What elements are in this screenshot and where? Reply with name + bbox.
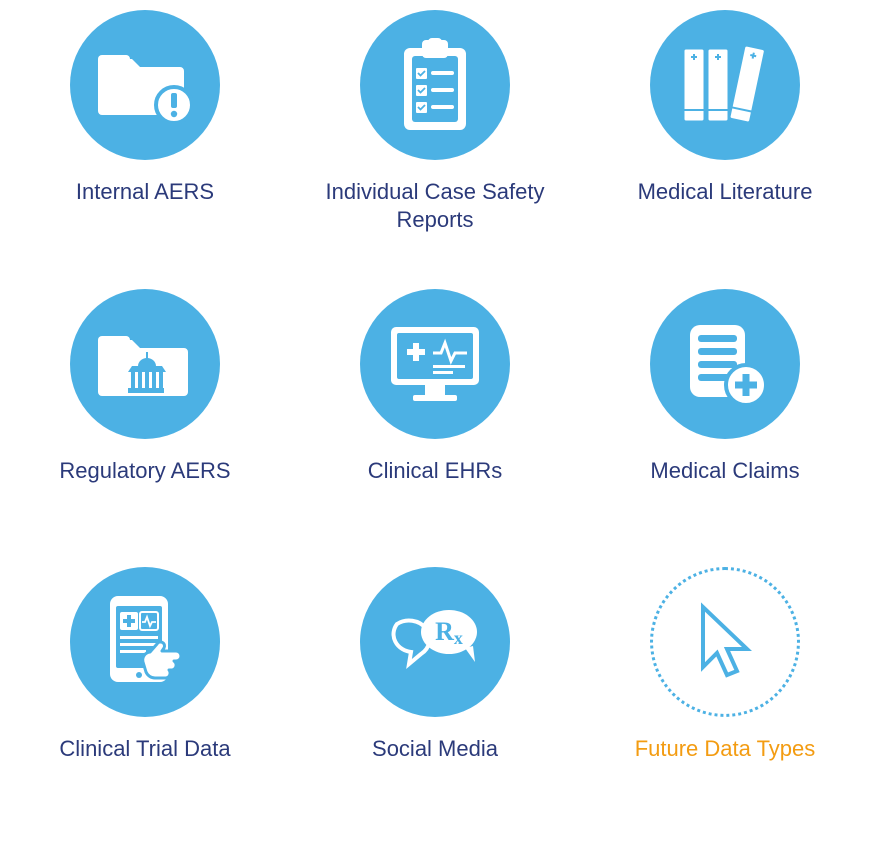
folder-capitol-icon bbox=[98, 324, 193, 404]
circle-future-data bbox=[650, 567, 800, 717]
monitor-plus-icon bbox=[385, 321, 485, 406]
circle-regulatory-aers bbox=[70, 289, 220, 439]
tablet-touch-icon bbox=[100, 592, 190, 692]
label-regulatory-aers: Regulatory AERS bbox=[59, 457, 230, 485]
label-medical-claims: Medical Claims bbox=[650, 457, 799, 485]
circle-clinical-ehrs bbox=[360, 289, 510, 439]
circle-medical-claims bbox=[650, 289, 800, 439]
cell-clinical-trial: Clinical Trial Data bbox=[20, 567, 270, 828]
cell-future-data: Future Data Types bbox=[600, 567, 850, 828]
circle-social-media: Rx bbox=[360, 567, 510, 717]
label-clinical-ehrs: Clinical EHRs bbox=[368, 457, 502, 485]
cell-icsr: Individual Case Safety Reports bbox=[310, 10, 560, 271]
clipboard-check-icon bbox=[400, 38, 470, 133]
cell-internal-aers: Internal AERS bbox=[20, 10, 270, 271]
circle-icsr bbox=[360, 10, 510, 160]
cell-social-media: Rx Social Media bbox=[310, 567, 560, 828]
label-social-media: Social Media bbox=[372, 735, 498, 763]
folder-alert-icon bbox=[98, 45, 193, 125]
server-plus-icon bbox=[680, 319, 770, 409]
cell-clinical-ehrs: Clinical EHRs bbox=[310, 289, 560, 550]
label-internal-aers: Internal AERS bbox=[76, 178, 214, 206]
cell-regulatory-aers: Regulatory AERS bbox=[20, 289, 270, 550]
speech-rx-icon: Rx bbox=[385, 600, 485, 685]
label-medical-literature: Medical Literature bbox=[638, 178, 813, 206]
cursor-icon bbox=[685, 597, 765, 687]
data-types-grid: Internal AERS bbox=[0, 0, 870, 848]
circle-medical-literature bbox=[650, 10, 800, 160]
label-clinical-trial: Clinical Trial Data bbox=[59, 735, 230, 763]
cell-medical-literature: Medical Literature bbox=[600, 10, 850, 271]
circle-clinical-trial bbox=[70, 567, 220, 717]
label-icsr: Individual Case Safety Reports bbox=[325, 178, 545, 233]
circle-internal-aers bbox=[70, 10, 220, 160]
cell-medical-claims: Medical Claims bbox=[600, 289, 850, 550]
books-icon bbox=[675, 40, 775, 130]
label-future-data: Future Data Types bbox=[635, 735, 816, 763]
